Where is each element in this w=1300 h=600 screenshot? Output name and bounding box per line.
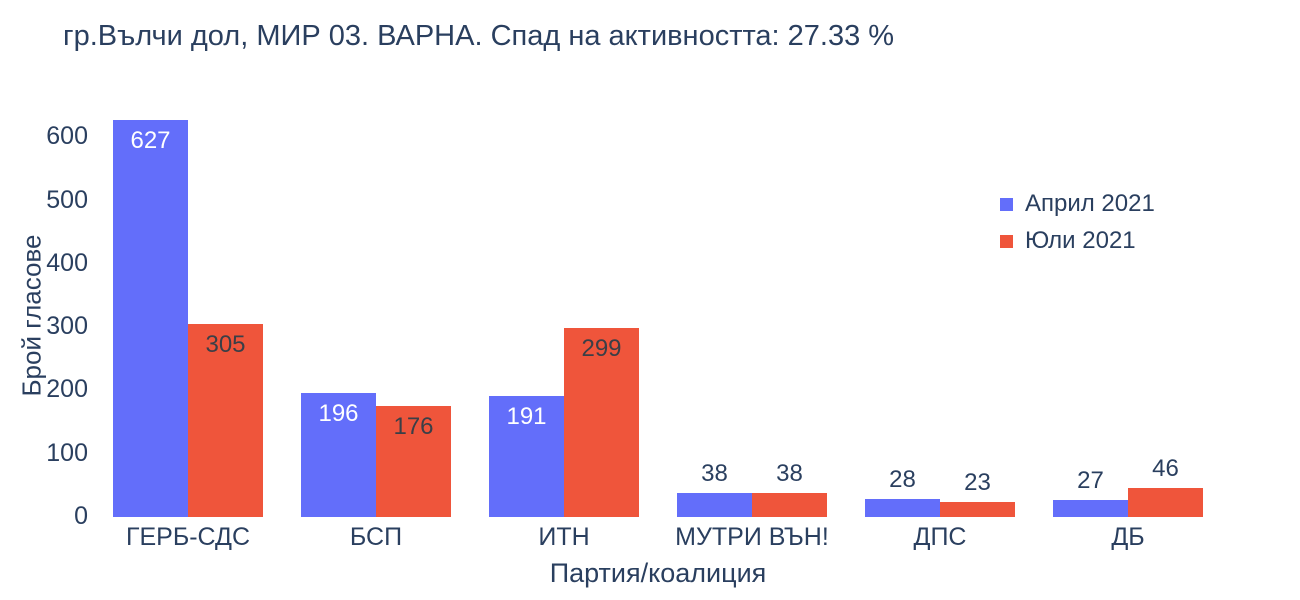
- chart-title: гр.Вълчи дол, МИР 03. ВАРНА. Спад на акт…: [63, 20, 895, 52]
- bar-value-label: 23: [964, 469, 991, 497]
- legend: Април 2021 Юли 2021: [1000, 190, 1155, 264]
- bar-value-label: 46: [1152, 454, 1179, 482]
- bar-value-label: 176: [393, 412, 434, 440]
- legend-label: Април 2021: [1025, 190, 1155, 217]
- y-tick-label: 600: [46, 122, 88, 151]
- x-axis-title: Партия/коалиция: [549, 558, 767, 588]
- y-tick-label: 100: [46, 438, 88, 467]
- bar-series1-6[interactable]: [1053, 499, 1128, 517]
- legend-item-series2[interactable]: Юли 2021: [1000, 227, 1155, 255]
- y-tick-label: 200: [46, 375, 88, 404]
- bar-series1-3[interactable]: [489, 396, 564, 517]
- bar-series2-4[interactable]: [752, 492, 827, 517]
- bar-value-label: 27: [1077, 466, 1104, 494]
- x-tick-label: МУТРИ ВЪН!: [675, 523, 829, 551]
- bar-value-label: 196: [318, 399, 359, 427]
- y-tick-label: 400: [46, 248, 88, 277]
- x-tick-label: ИТН: [538, 523, 590, 551]
- bar-value-label: 38: [776, 459, 803, 487]
- x-tick-label: ДПС: [913, 523, 967, 551]
- bar-series2-1[interactable]: [188, 323, 263, 517]
- bar-series1-1[interactable]: [113, 120, 188, 517]
- bar-value-label: 28: [889, 466, 916, 494]
- bar-series2-3[interactable]: [564, 327, 639, 517]
- x-tick-label: ГЕРБ-СДС: [125, 523, 251, 551]
- bar-series2-6[interactable]: [1128, 487, 1203, 517]
- y-tick-label: 300: [46, 312, 88, 341]
- legend-item-series1[interactable]: Април 2021: [1000, 190, 1155, 218]
- legend-label: Юли 2021: [1025, 227, 1136, 254]
- x-tick-label: БСП: [349, 523, 403, 551]
- bar-value-label: 38: [701, 459, 728, 487]
- bar-value-label: 305: [205, 330, 246, 358]
- y-tick-label: 0: [74, 502, 88, 530]
- bar-series1-4[interactable]: [677, 492, 752, 517]
- bar-value-label: 191: [506, 403, 547, 431]
- y-tick-label: 500: [46, 185, 88, 214]
- bar-value-label: 299: [581, 334, 622, 362]
- bar-series1-5[interactable]: [865, 499, 940, 517]
- legend-swatch-icon: [1000, 197, 1013, 211]
- bar-value-label: 627: [130, 127, 171, 155]
- bar-series1-2[interactable]: [301, 392, 376, 517]
- legend-swatch-icon: [1000, 234, 1013, 248]
- bar-series2-5[interactable]: [940, 502, 1015, 517]
- bar-series2-2[interactable]: [376, 405, 451, 517]
- x-tick-label: ДБ: [1111, 523, 1145, 551]
